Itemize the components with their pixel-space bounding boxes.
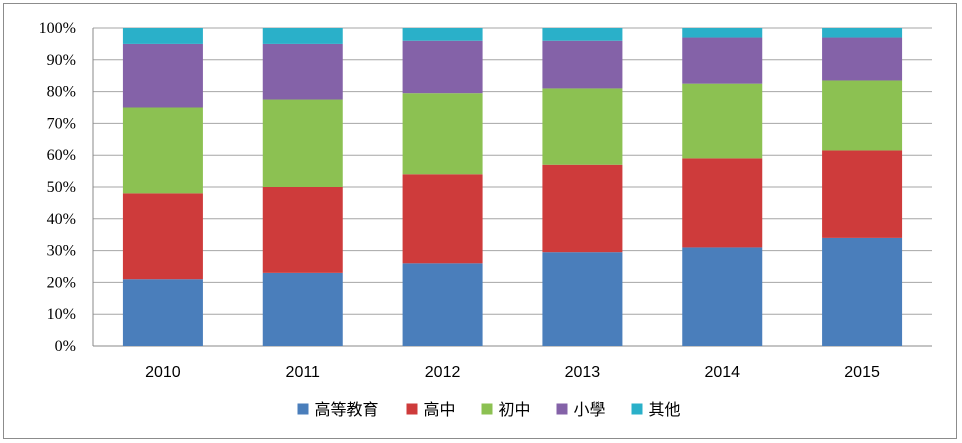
legend-label: 高中 <box>424 400 456 419</box>
y-tick-label: 80% <box>47 84 76 101</box>
bar-segment-2015-0 <box>822 237 903 346</box>
legend-swatch <box>631 403 643 415</box>
y-tick-label: 0% <box>55 338 76 355</box>
bar-segment-2013-2 <box>542 88 623 165</box>
bar-segment-2015-2 <box>822 80 903 151</box>
y-tick-label: 10% <box>47 306 76 323</box>
legend-swatch <box>481 403 493 415</box>
y-tick-label: 100% <box>39 20 76 37</box>
bar-segment-2012-4 <box>402 28 483 41</box>
bar-segment-2014-1 <box>682 158 763 248</box>
y-tick-label: 50% <box>47 179 76 196</box>
y-tick-label: 90% <box>47 52 76 69</box>
x-tick-label: 2012 <box>425 364 461 381</box>
bar-segment-2012-3 <box>402 40 483 94</box>
bar-segment-2012-2 <box>402 93 483 175</box>
bar-segment-2014-4 <box>682 28 763 38</box>
bar-segment-2013-3 <box>542 40 623 89</box>
y-tick-label: 20% <box>47 274 76 291</box>
x-tick-label: 2014 <box>704 364 740 381</box>
bar-segment-2013-1 <box>542 164 623 253</box>
bar-segment-2010-3 <box>122 43 203 108</box>
bar-segment-2010-1 <box>122 193 203 280</box>
y-tick-label: 60% <box>47 147 76 164</box>
bar-segment-2014-3 <box>682 37 763 84</box>
legend-label: 其他 <box>649 400 681 419</box>
bar-segment-2015-1 <box>822 150 903 238</box>
bar-segment-2010-0 <box>122 279 203 346</box>
bar-segment-2014-2 <box>682 83 763 159</box>
legend-label: 小學 <box>574 400 606 419</box>
bar-segment-2012-0 <box>402 263 483 346</box>
x-tick-label: 2011 <box>286 364 321 381</box>
legend-swatch <box>297 403 309 415</box>
y-tick-label: 70% <box>47 115 76 132</box>
bar-segment-2012-1 <box>402 174 483 264</box>
legend-swatch <box>556 403 568 415</box>
bar-segment-2011-1 <box>262 187 343 273</box>
bar-segment-2010-2 <box>122 107 203 194</box>
legend-label: 高等教育 <box>315 400 379 419</box>
bar-segment-2014-0 <box>682 247 763 346</box>
legend-swatch <box>406 403 418 415</box>
bar-segment-2011-4 <box>262 28 343 44</box>
x-tick-label: 2010 <box>145 364 181 381</box>
bar-segment-2011-2 <box>262 99 343 187</box>
bar-segment-2015-4 <box>822 28 903 38</box>
y-tick-label: 30% <box>47 243 76 260</box>
bar-segment-2013-4 <box>542 28 623 41</box>
x-tick-label: 2015 <box>844 364 880 381</box>
bar-segment-2010-4 <box>122 28 203 44</box>
bar-segment-2011-0 <box>262 272 343 346</box>
legend-label: 初中 <box>499 400 531 419</box>
bar-segment-2013-0 <box>542 252 623 346</box>
bar-segment-2015-3 <box>822 37 903 81</box>
y-tick-label: 40% <box>47 211 76 228</box>
x-tick-label: 2013 <box>565 364 601 381</box>
bar-segment-2011-3 <box>262 43 343 100</box>
